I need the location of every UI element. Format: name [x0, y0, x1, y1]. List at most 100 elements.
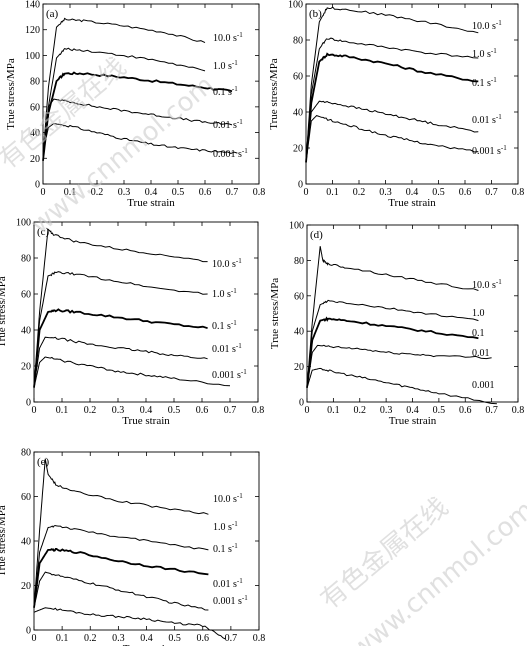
series-line-4 — [42, 123, 238, 155]
y-tick-label: 20 — [294, 362, 304, 373]
series-label-text: 1.0 s — [213, 522, 232, 533]
series-line-3 — [33, 571, 209, 611]
series-line-3 — [305, 100, 479, 163]
x-tick-label: 0 — [41, 187, 46, 198]
series-label-exponent: -1 — [237, 577, 243, 585]
y-axis-title: True stress/MPa — [269, 278, 281, 350]
x-axis-title: True strain — [389, 415, 437, 427]
series-label-1: 1.0 s-1 — [213, 520, 238, 533]
x-tick-label: 0.1 — [56, 633, 69, 644]
series-label-text: 0.001 s — [212, 370, 241, 381]
series-line-0 — [306, 246, 479, 388]
series-label-exponent: -1 — [242, 594, 248, 602]
series-label-4: 0.001 s-1 — [212, 368, 247, 381]
y-tick-label: 40 — [293, 108, 303, 119]
x-tick-label: 0.1 — [64, 187, 77, 198]
x-tick-label: 0.3 — [112, 405, 125, 416]
y-tick-label: 100 — [25, 51, 40, 62]
x-tick-label: 0.1 — [326, 187, 339, 198]
series-label-text: 0.001 s — [213, 149, 242, 160]
series-label-exponent: -1 — [501, 144, 507, 152]
series-label-0: 10.0 s-1 — [472, 19, 502, 32]
series-label-3: 0.01 s-1 — [472, 113, 502, 126]
x-tick-label: 0 — [305, 405, 310, 416]
x-tick-label: 0.1 — [327, 405, 340, 416]
series-line-2 — [306, 316, 479, 388]
x-tick-label: 0.2 — [84, 405, 97, 416]
y-tick-label: 0 — [26, 626, 31, 637]
series-line-2 — [33, 308, 208, 388]
series-line-1 — [306, 299, 479, 388]
series-line-1 — [33, 271, 208, 388]
series-label-text: 0.1 — [472, 328, 485, 339]
series-label-text: 1.0 s — [212, 289, 231, 300]
y-tick-label: 100 — [16, 218, 31, 229]
x-tick-label: 0.3 — [112, 633, 125, 644]
x-tick-label: 0.3 — [380, 405, 393, 416]
series-line-2 — [305, 52, 479, 163]
series-label-exponent: -1 — [237, 492, 243, 500]
x-tick-label: 0 — [32, 405, 37, 416]
x-tick-label: 0.1 — [56, 405, 69, 416]
x-tick-label: 0.4 — [140, 405, 153, 416]
series-label-0: 10.0 s-1 — [212, 257, 242, 270]
series-label-exponent: -1 — [232, 542, 238, 550]
series-label-exponent: -1 — [232, 520, 238, 528]
series-label-exponent: -1 — [232, 85, 238, 93]
y-tick-label: 140 — [25, 0, 40, 11]
series-label-text: 10.0 s — [472, 280, 496, 291]
x-tick-label: 0.5 — [168, 405, 181, 416]
series-label-text: 10.0 s — [213, 494, 237, 505]
y-tick-label: 120 — [25, 25, 40, 36]
y-tick-label: 20 — [21, 362, 31, 373]
series-label-text: 0.01 s — [213, 120, 237, 131]
series-label-exponent: -1 — [236, 342, 242, 350]
x-tick-label: 0.6 — [196, 405, 209, 416]
series-label-exponent: -1 — [496, 113, 502, 121]
series-label-exponent: -1 — [231, 319, 237, 327]
y-tick-label: 80 — [21, 448, 31, 459]
series-label-text: 1.0 s — [472, 49, 491, 60]
x-axis-title: True strain — [388, 197, 436, 209]
series-line-4 — [33, 607, 226, 640]
y-tick-label: 60 — [21, 290, 31, 301]
x-tick-label: 0.6 — [459, 187, 472, 198]
x-axis-title: True strain — [122, 415, 170, 427]
series-label-text: 0.1 s — [212, 321, 231, 332]
series-label-2: 0.1 s-1 — [472, 76, 497, 89]
series-line-0 — [42, 17, 206, 156]
y-tick-label: 80 — [21, 254, 31, 265]
series-label-4: 0.001 — [472, 380, 495, 391]
series-label-3: 0.01 s-1 — [213, 577, 243, 590]
series-line-3 — [33, 336, 208, 388]
x-tick-label: 0.4 — [406, 187, 419, 198]
x-tick-label: 0.4 — [145, 187, 158, 198]
x-tick-label: 0.2 — [354, 405, 367, 416]
x-tick-label: 0.4 — [140, 633, 153, 644]
series-label-text: 1.0 s — [213, 61, 232, 72]
x-tick-label: 0 — [32, 633, 37, 644]
series-line-0 — [33, 228, 208, 388]
series-label-exponent: -1 — [496, 19, 502, 27]
series-label-text: 10.0 s — [212, 259, 236, 270]
series-label-0: 10.0 s-1 — [213, 31, 243, 44]
panel-label: (c) — [37, 226, 50, 238]
y-tick-label: 80 — [293, 36, 303, 47]
x-tick-label: 0.8 — [252, 405, 265, 416]
x-tick-label: 0.7 — [225, 633, 238, 644]
series-label-exponent: -1 — [236, 257, 242, 265]
series-label-exponent: -1 — [237, 31, 243, 39]
series-label-exponent: -1 — [232, 59, 238, 67]
series-label-text: 10.0 s — [472, 21, 496, 32]
x-tick-label: 0.8 — [512, 405, 525, 416]
series-label-exponent: -1 — [242, 147, 248, 155]
x-axis-title: True strain — [123, 643, 171, 646]
panel-b: 0 0.1 0.2 0.3 0.4 0.5 0.6 0.7 0.8 0 20 40 60 80 100 Tru… — [268, 0, 524, 209]
series-label-text: 0.1 s — [213, 87, 232, 98]
series-label-exponent: -1 — [491, 47, 497, 55]
y-tick-label: 40 — [21, 537, 31, 548]
y-tick-label: 20 — [21, 581, 31, 592]
series-label-text: 0.01 s — [213, 579, 237, 590]
